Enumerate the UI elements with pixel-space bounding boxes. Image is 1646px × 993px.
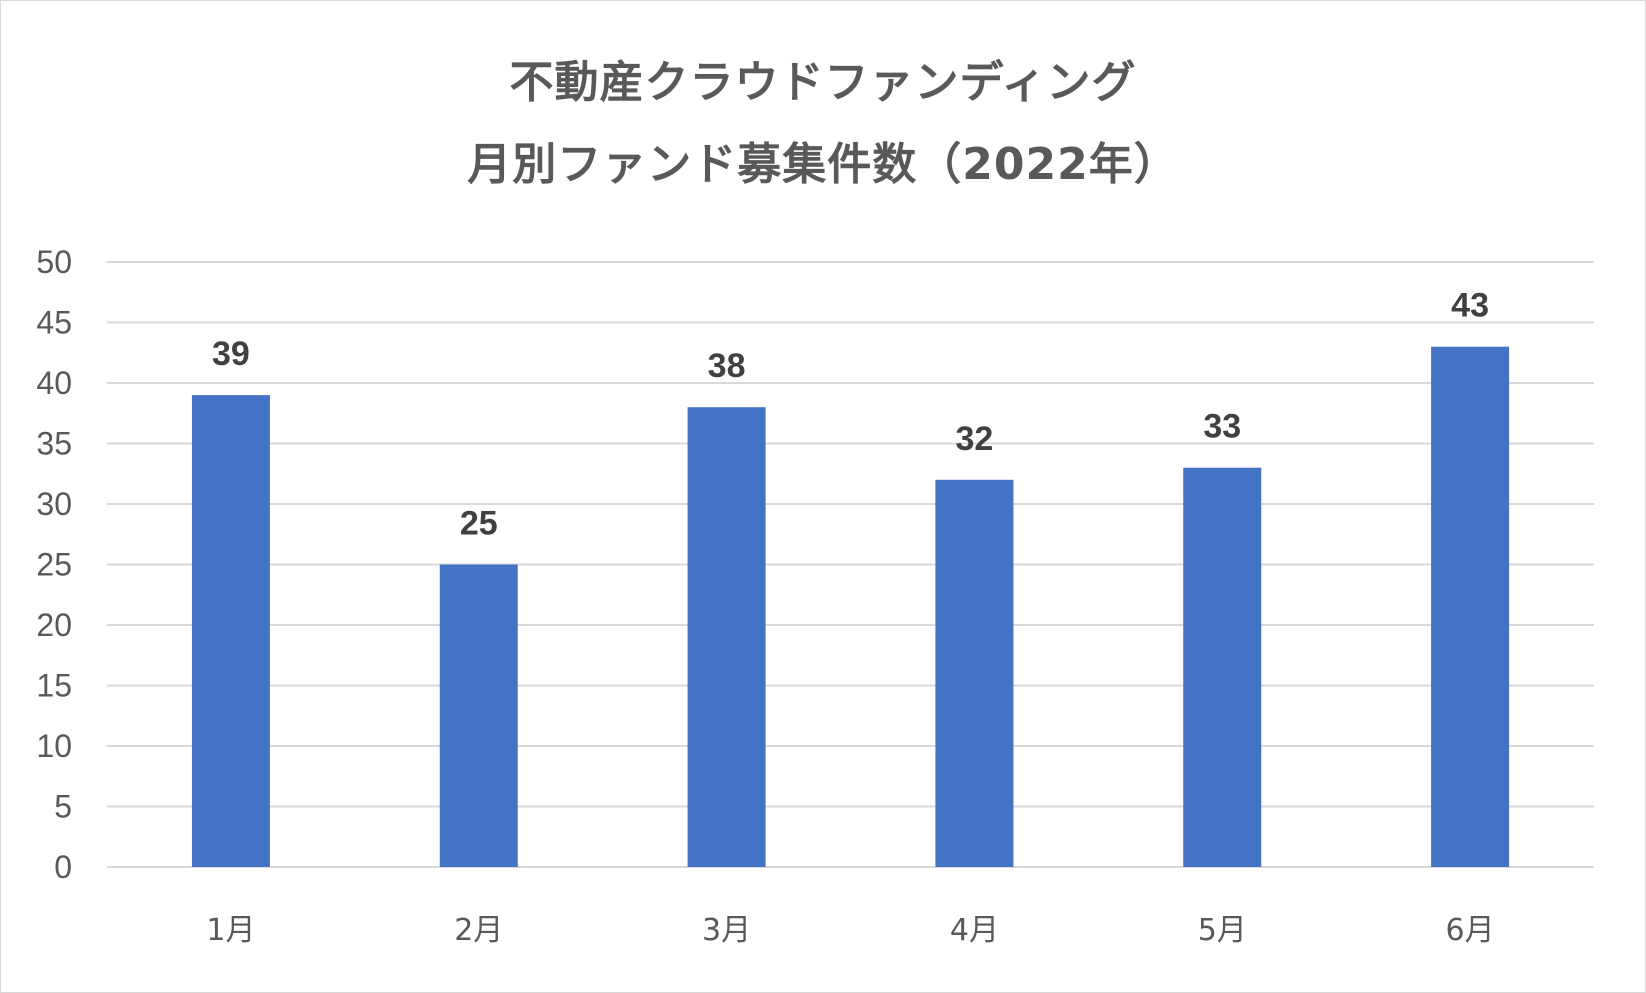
bar: [191, 395, 270, 867]
x-category-label: 1月: [206, 913, 255, 948]
bar: [935, 479, 1014, 867]
y-tick-label: 40: [36, 365, 72, 401]
y-tick-label: 20: [36, 607, 72, 643]
data-labels: 39 25 38 32 33 43: [212, 287, 1489, 543]
chart-subtitle: 月別ファンド募集件数（2022年）: [467, 139, 1179, 190]
y-tick-label: 10: [36, 728, 72, 764]
y-tick-label: 0: [54, 849, 72, 885]
data-label: 43: [1451, 287, 1489, 325]
bars: [191, 346, 1510, 867]
bar: [439, 564, 518, 867]
x-axis: 1月 2月 3月 4月 5月 6月: [206, 913, 1494, 948]
y-tick-label: 45: [36, 305, 72, 341]
bar: [687, 407, 766, 867]
x-category-label: 4月: [950, 913, 999, 948]
x-category-label: 6月: [1446, 913, 1495, 948]
y-tick-label: 30: [36, 486, 72, 522]
bar: [1431, 346, 1510, 867]
gridlines: [107, 261, 1594, 868]
data-label: 38: [708, 347, 746, 385]
bar: [1183, 467, 1262, 867]
y-tick-label: 35: [36, 426, 72, 462]
x-category-label: 5月: [1198, 913, 1247, 948]
y-tick-label: 5: [54, 789, 72, 825]
x-category-label: 2月: [454, 913, 503, 948]
y-axis: 0 5 10 15 20 25 30 35 40 45 50: [36, 244, 72, 885]
data-label: 33: [1203, 408, 1241, 446]
chart-title: 不動産クラウドファンディング: [509, 57, 1137, 108]
data-label: 25: [460, 505, 498, 543]
data-label: 39: [212, 335, 250, 373]
data-label: 32: [956, 420, 994, 458]
y-tick-label: 15: [36, 668, 72, 704]
y-tick-label: 25: [36, 547, 72, 583]
x-category-label: 3月: [702, 913, 751, 948]
y-tick-label: 50: [36, 244, 72, 280]
